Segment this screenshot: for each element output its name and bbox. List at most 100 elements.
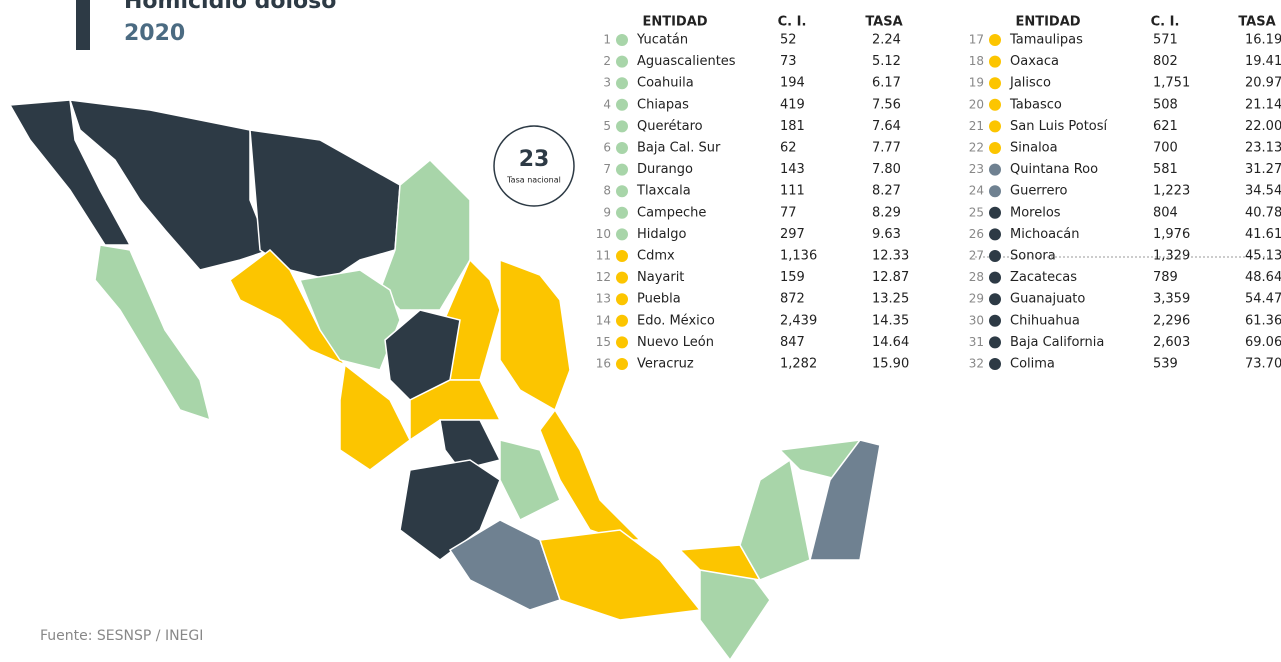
column-header: C. I. [778, 15, 807, 30]
tasa: 7.56 [872, 97, 901, 112]
tasa: 8.29 [872, 205, 901, 220]
ci: 194 [780, 76, 805, 91]
entity: Quintana Roo [1010, 162, 1098, 177]
entity: Colima [1010, 357, 1055, 372]
ci: 1,329 [1153, 249, 1190, 264]
tasa: 12.87 [872, 270, 909, 285]
entity: Jalisco [1009, 76, 1051, 91]
ci: 159 [780, 270, 805, 285]
rank: 8 [603, 184, 611, 198]
ci: 1,223 [1153, 184, 1190, 199]
color-dot [989, 293, 1001, 306]
color-dot [616, 314, 628, 327]
column-header: TASA [1238, 15, 1275, 30]
tasa: 22.00 [1245, 119, 1281, 134]
rank: 20 [969, 97, 984, 111]
entity: Coahuila [637, 76, 694, 91]
color-dot [616, 336, 628, 349]
tasa: 23.13 [1245, 141, 1281, 156]
color-dot [989, 120, 1001, 133]
rank: 29 [969, 292, 984, 306]
rank: 21 [969, 119, 984, 133]
ci: 571 [1153, 33, 1178, 48]
ci: 73 [780, 54, 797, 69]
color-dot [989, 336, 1001, 349]
tasa: 48.64 [1245, 270, 1281, 285]
entity: Zacatecas [1010, 270, 1077, 285]
tasa: 15.90 [872, 357, 909, 372]
tasa: 40.78 [1245, 205, 1281, 220]
tasa: 61.36 [1245, 313, 1281, 328]
entity: Hidalgo [637, 227, 686, 242]
tasa: 7.77 [872, 141, 901, 156]
color-dot [616, 228, 628, 241]
rank: 30 [969, 313, 984, 327]
rank: 14 [596, 313, 611, 327]
tasa: 5.12 [872, 54, 901, 69]
color-dot [989, 206, 1001, 219]
tasa: 54.47 [1245, 292, 1281, 307]
color-dot [989, 163, 1001, 176]
color-dot [616, 98, 628, 111]
color-dot [616, 163, 628, 176]
rank: 3 [603, 76, 611, 90]
color-dot [989, 314, 1001, 327]
color-dot [616, 271, 628, 284]
tasa: 12.33 [872, 249, 909, 264]
ci: 297 [780, 227, 805, 242]
entity: Tamaulipas [1009, 33, 1083, 48]
entity: Tlaxcala [636, 184, 691, 199]
color-dot [989, 77, 1001, 90]
ci: 1,282 [780, 357, 817, 372]
badge-label: Tasa nacional [506, 176, 561, 185]
tasa: 19.41 [1245, 54, 1281, 69]
ci: 508 [1153, 97, 1178, 112]
ci: 62 [780, 141, 797, 156]
ci: 77 [780, 205, 797, 220]
color-dot [989, 55, 1001, 68]
entity: Puebla [637, 292, 681, 307]
entity: Chihuahua [1010, 313, 1080, 328]
rank: 18 [969, 54, 984, 68]
entity: Guanajuato [1010, 292, 1085, 307]
color-dot [616, 34, 628, 46]
column-header: ENTIDAD [1015, 15, 1080, 30]
tasa: 7.64 [872, 119, 901, 134]
ci: 789 [1153, 270, 1178, 285]
entity: Nayarit [637, 270, 684, 285]
ci: 181 [780, 119, 805, 134]
rank: 23 [969, 162, 984, 176]
map [8, 99, 881, 662]
color-dot [989, 142, 1001, 154]
color-dot [989, 250, 1001, 262]
tasa: 9.63 [872, 227, 901, 242]
ci: 419 [780, 97, 805, 112]
entity: Oaxaca [1010, 54, 1059, 69]
tasa: 7.80 [872, 162, 901, 177]
entity: Sinaloa [1010, 141, 1058, 156]
color-dot [616, 120, 628, 133]
color-dot [989, 185, 1001, 198]
ci: 52 [780, 33, 797, 48]
rank: 4 [603, 97, 611, 111]
tasa: 34.54 [1245, 184, 1281, 199]
entity: Edo. México [637, 313, 715, 328]
color-dot [616, 142, 628, 154]
title: Homicidio doloso [124, 0, 336, 14]
rank: 12 [596, 270, 611, 284]
ci: 111 [780, 184, 805, 199]
rank: 5 [603, 119, 611, 133]
entity: Chiapas [637, 97, 689, 112]
entity: San Luis Potosí [1010, 119, 1108, 134]
entity: Veracruz [637, 357, 694, 372]
color-dot [989, 34, 1001, 46]
rank: 31 [969, 335, 984, 349]
entity: Yucatán [636, 33, 688, 48]
rank: 17 [969, 33, 984, 47]
entity: Tabasco [1009, 97, 1062, 112]
color-dot [989, 228, 1001, 241]
tasa: 6.17 [872, 76, 901, 91]
rank: 7 [603, 162, 611, 176]
ci: 804 [1153, 205, 1178, 220]
ci: 581 [1153, 162, 1178, 177]
